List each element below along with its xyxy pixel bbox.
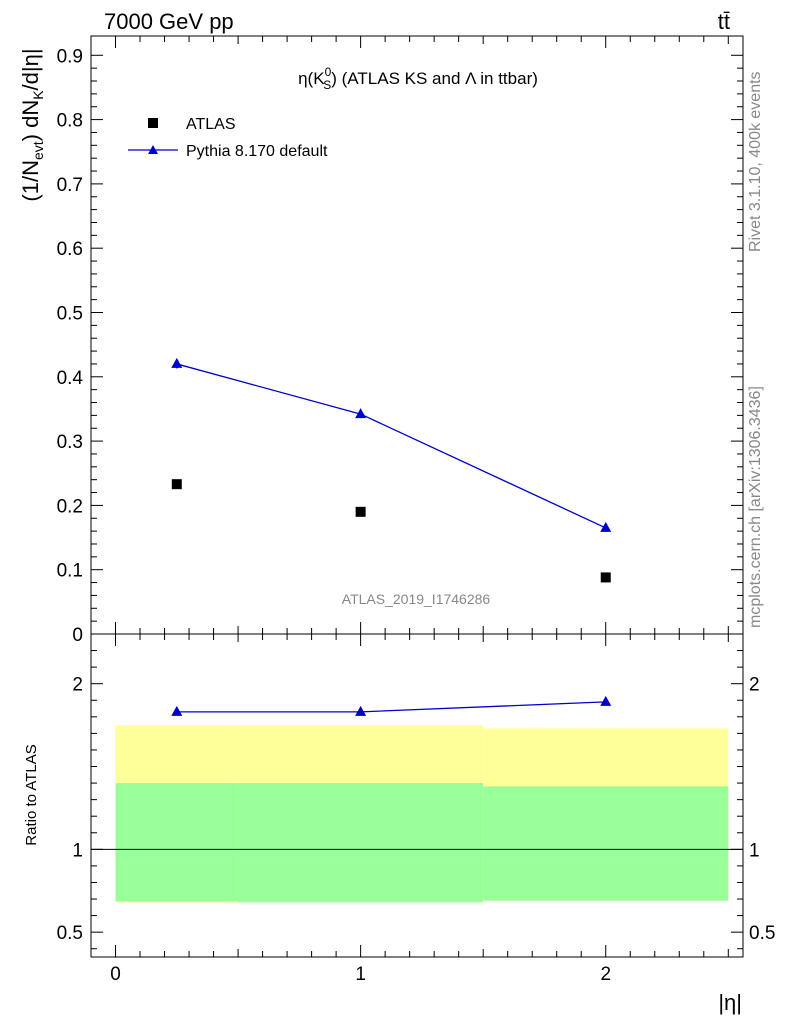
title-rest: ) (ATLAS KS and Λ in ttbar) <box>331 69 538 88</box>
x-axis-label: |η| <box>718 990 742 1015</box>
ratio-ytick-label-left: 2 <box>72 675 83 696</box>
legend-mc-label: Pythia 8.170 default <box>186 143 328 160</box>
title-sup: 0 <box>325 65 332 79</box>
title-sub: S <box>323 78 331 92</box>
atlas-point <box>600 572 611 583</box>
analysis-watermark: ATLAS_2019_I1746286 <box>342 591 491 607</box>
xtick-label: 1 <box>355 964 366 985</box>
ratio-ytick-label-right: 2 <box>749 675 760 696</box>
ratio-frame <box>90 633 744 958</box>
main-ticks: 0 0.1 0.2 0.3 0.4 0.5 0.6 0.7 0.8 0.9 <box>57 36 743 646</box>
ratio-ytick-label-right: 1 <box>749 840 760 861</box>
ratio-bands <box>115 725 729 903</box>
y-axis-label: (1/Nevt) dNK/d|η| <box>18 48 46 201</box>
ratio-mc-line <box>176 701 606 713</box>
ratio-mc-point <box>355 705 367 716</box>
ylabel-part2: ) dN <box>18 100 43 142</box>
main-ytick-label: 0.2 <box>57 496 83 517</box>
mcplots-label: mcplots.cern.ch [arXiv:1306.3436] <box>747 386 764 628</box>
legend-atlas-label: ATLAS <box>186 116 236 133</box>
main-ytick-label: 0.7 <box>57 175 83 196</box>
energy-label: 7000 GeV pp <box>104 9 234 34</box>
xtick-label: 2 <box>600 964 611 985</box>
process-label: tt̄ <box>718 9 730 34</box>
main-panel: 0 0.1 0.2 0.3 0.4 0.5 0.6 0.7 0.8 0.9 ATLAS_2019_… <box>18 35 744 646</box>
ratio-ytick-label-left: 0.5 <box>57 923 83 944</box>
legend-atlas-marker <box>148 118 158 128</box>
mc-line <box>176 363 607 529</box>
main-ytick-label: 0.4 <box>57 368 84 389</box>
legend: ATLAS Pythia 8.170 default <box>128 116 328 160</box>
ylabel-sub1: evt <box>30 141 46 160</box>
ratio-y-axis-label: Ratio to ATLAS <box>23 744 40 845</box>
ratio-band-inner <box>483 786 729 901</box>
ylabel-part1: (1/N <box>18 160 43 202</box>
main-marks <box>171 357 612 583</box>
ratio-mc-point <box>600 695 612 706</box>
ylabel-part3: /d|η| <box>18 48 43 90</box>
mc-point <box>355 408 367 419</box>
atlas-point <box>355 506 366 517</box>
mc-point <box>171 357 183 368</box>
mc-point <box>600 521 612 532</box>
rivet-label: Rivet 3.1.10, 400k events <box>747 71 764 252</box>
plot-title: η(K0 S) (ATLAS KS and Λ in ttbar) <box>298 65 538 92</box>
title-eta: η(K <box>298 69 325 88</box>
main-ytick-label: 0.5 <box>57 303 83 324</box>
ratio-ticks: 0.5 0.5 1 1 2 2 0 1 2 <box>57 634 775 985</box>
ratio-marks <box>91 695 743 850</box>
main-ytick-label: 0.3 <box>57 432 83 453</box>
ratio-band-inner <box>115 783 239 902</box>
main-ytick-label: 0 <box>72 625 83 646</box>
ratio-band-inner <box>238 783 484 903</box>
ratio-mc-point <box>171 705 183 716</box>
main-ytick-label: 0.9 <box>57 46 83 67</box>
main-ytick-label: 0.8 <box>57 111 83 132</box>
ratio-ytick-label-left: 1 <box>72 840 83 861</box>
main-ytick-label: 0.6 <box>57 239 83 260</box>
ratio-panel: 0.5 0.5 1 1 2 2 0 1 2 Ratio to ATLAS <box>23 633 775 985</box>
legend-mc-marker <box>148 145 158 154</box>
atlas-point <box>171 479 182 490</box>
main-ytick-label: 0.1 <box>57 561 83 582</box>
ylabel-sub2: K <box>30 90 46 100</box>
xtick-label: 0 <box>110 964 121 985</box>
ratio-ytick-label-right: 0.5 <box>749 923 775 944</box>
